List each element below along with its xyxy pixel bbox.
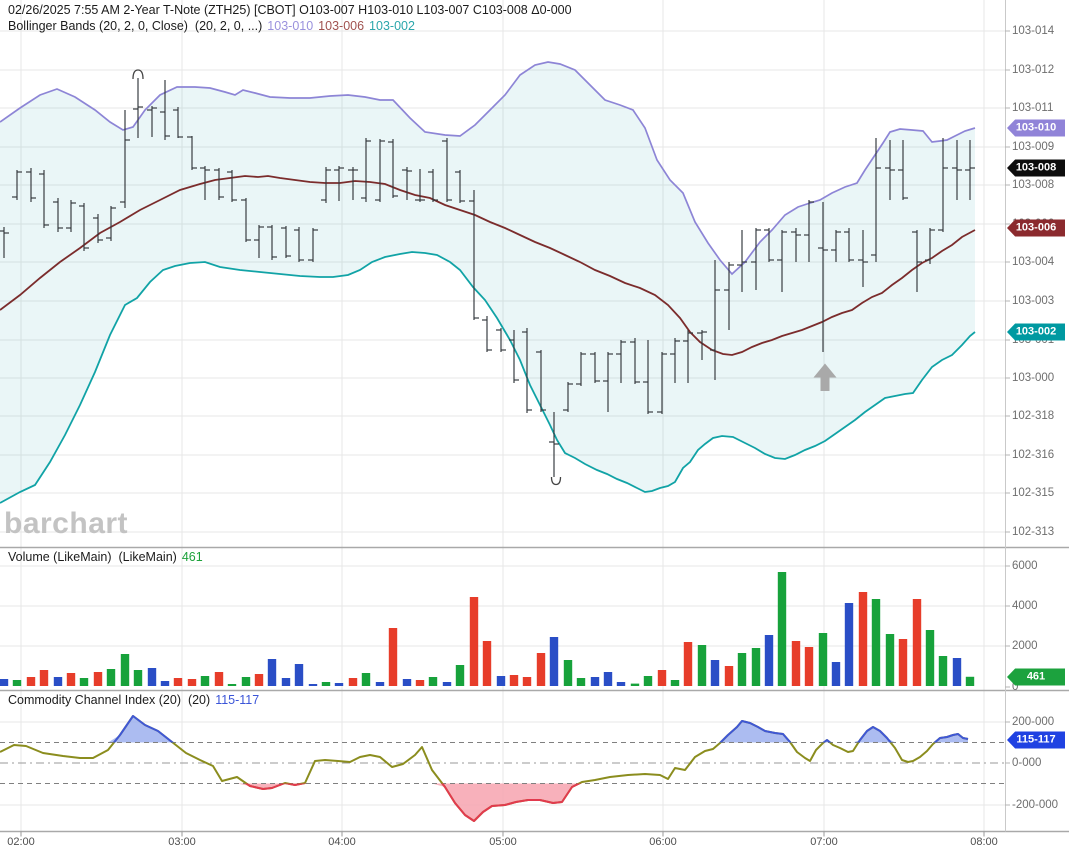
low-arc-marker-icon bbox=[550, 476, 562, 486]
bollinger-middle-band bbox=[0, 175, 976, 356]
ohlc-bars bbox=[0, 78, 975, 477]
bollinger-upper-value: 103-010 bbox=[267, 19, 314, 33]
volume-legend: Volume (LikeMain) (LikeMain) 461 bbox=[8, 550, 203, 564]
cci-legend: Commodity Channel Index (20) (20) 115-117 bbox=[8, 693, 259, 707]
volume-bars bbox=[0, 572, 975, 686]
chart-title: 02/26/2025 7:55 AM 2-Year T-Note (ZTH25)… bbox=[8, 3, 572, 17]
volume-value: 461 bbox=[181, 550, 203, 564]
up-arrow-icon bbox=[813, 363, 837, 391]
bollinger-lower-band bbox=[0, 251, 976, 504]
bollinger-middle-value: 103-006 bbox=[318, 19, 365, 33]
bollinger-upper-band bbox=[0, 61, 976, 276]
barchart-watermark-logo: barchart bbox=[4, 507, 129, 540]
high-arc-marker-icon bbox=[132, 69, 144, 80]
volume-label: Volume (LikeMain) (LikeMain) bbox=[8, 550, 177, 564]
cci-line-overbought bbox=[112, 715, 969, 743]
bollinger-band-fill bbox=[0, 62, 975, 503]
bollinger-lower-value: 103-002 bbox=[369, 19, 415, 33]
cci-overbought-fill bbox=[0, 716, 968, 743]
bollinger-legend: Bollinger Bands (20, 2, 0, Close) (20, 2… bbox=[8, 19, 415, 33]
gridlines bbox=[0, 0, 1005, 831]
cci-label: Commodity Channel Index (20) (20) bbox=[8, 693, 211, 707]
bollinger-label: Bollinger Bands (20, 2, 0, Close) (20, 2… bbox=[8, 19, 263, 33]
cci-oversold-fill bbox=[0, 783, 968, 821]
cci-value: 115-117 bbox=[215, 693, 260, 707]
